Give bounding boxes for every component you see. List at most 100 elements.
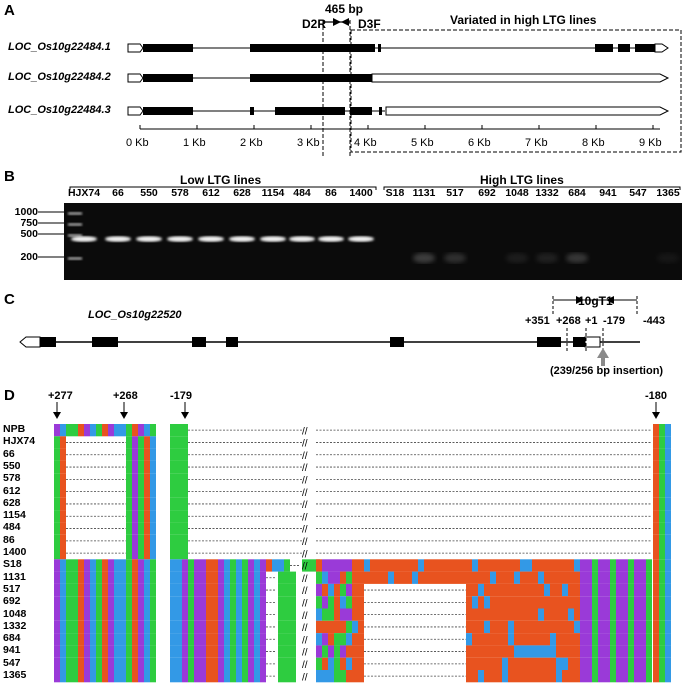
nucleotide-cell (170, 424, 176, 437)
nucleotide-cell (120, 620, 126, 634)
nucleotide-cell (242, 596, 248, 609)
nucleotide-cell (610, 571, 616, 584)
nucleotide-cell (206, 657, 212, 670)
nucleotide-cell (508, 620, 514, 634)
nucleotide-cell (316, 657, 322, 670)
nucleotide-cell (490, 670, 496, 683)
nucleotide-cell (60, 448, 66, 461)
nucleotide-cell (176, 424, 182, 437)
nucleotide-cell (170, 657, 176, 670)
nucleotide-cell (96, 424, 102, 437)
nucleotide-cell (66, 608, 72, 621)
nucleotide-cell (138, 424, 144, 437)
nucleotide-cell (334, 596, 340, 609)
alignment-row-name: 941 (3, 644, 21, 657)
nucleotide-cell (665, 424, 671, 437)
alignment-row-name: 1400 (3, 546, 27, 558)
nucleotide-cell (400, 559, 406, 572)
nucleotide-cell (138, 645, 144, 658)
break-symbol: // (302, 500, 308, 511)
nucleotide-cell (90, 670, 96, 683)
nucleotide-cell (346, 620, 352, 634)
nucleotide-cell (502, 620, 508, 634)
nucleotide-cell (376, 571, 382, 584)
nucleotide-cell (322, 657, 328, 670)
nucleotide-cell (659, 522, 665, 535)
nucleotide-cell (206, 559, 212, 572)
nucleotide-cell (254, 571, 260, 584)
nucleotide-cell (308, 559, 314, 572)
nucleotide-cell (170, 436, 176, 449)
nucleotide-cell (562, 645, 568, 658)
nucleotide-cell (230, 596, 236, 609)
nucleotide-cell (60, 559, 66, 572)
nucleotide-cell (659, 571, 665, 584)
break-symbol: // (302, 549, 308, 560)
scale-tick-5kb: 5 Kb (411, 137, 434, 149)
nucleotide-cell (646, 583, 652, 597)
primer-d2r-label: D2R (302, 17, 327, 31)
nucleotide-cell (496, 608, 502, 621)
nucleotide-cell (108, 571, 114, 584)
faint-band (506, 253, 528, 263)
nucleotide-cell (616, 657, 622, 670)
nucleotide-cell (206, 633, 212, 646)
nucleotide-cell (176, 436, 182, 449)
nucleotide-cell (478, 620, 484, 634)
break-symbol: // (302, 476, 308, 487)
nucleotide-cell (188, 608, 194, 621)
nucleotide-cell (200, 645, 206, 658)
insertion-arrow-icon (597, 348, 609, 366)
nucleotide-cell (532, 559, 538, 572)
nucleotide-cell (550, 633, 556, 646)
nucleotide-cell (334, 571, 340, 584)
alignment-row-name: 1365 (3, 669, 27, 681)
nucleotide-cell (665, 448, 671, 461)
nucleotide-cell (556, 645, 562, 658)
nucleotide-cell (224, 608, 230, 621)
nucleotide-cell (508, 559, 514, 572)
nucleotide-cell (659, 448, 665, 461)
nucleotide-cell (322, 559, 328, 572)
nucleotide-cell (72, 596, 78, 609)
nucleotide-cell (284, 670, 290, 683)
nucleotide-cell (254, 596, 260, 609)
nucleotide-cell (394, 571, 400, 584)
nucleotide-cell (484, 620, 490, 634)
alignment-row-name: HJX74 (3, 435, 36, 448)
nucleotide-cell (108, 670, 114, 683)
nucleotide-cell (532, 571, 538, 584)
nucleotide-cell (616, 645, 622, 658)
panel-b-letter: B (4, 168, 15, 185)
nucleotide-cell (212, 620, 218, 634)
nucleotide-cell (278, 670, 284, 683)
nucleotide-cell (254, 670, 260, 683)
nucleotide-cell (102, 633, 108, 646)
nucleotide-cell (550, 583, 556, 597)
nucleotide-cell (604, 583, 610, 597)
nucleotide-cell (66, 424, 72, 437)
nucleotide-cell (284, 608, 290, 621)
nucleotide-cell (322, 645, 328, 658)
nucleotide-cell (659, 473, 665, 486)
nucleotide-cell (466, 645, 472, 658)
nucleotide-cell (170, 460, 176, 474)
nucleotide-cell (328, 620, 334, 634)
nucleotide-cell (478, 583, 484, 597)
scale-tick-4kb: 4 Kb (354, 137, 377, 149)
nucleotide-cell (200, 620, 206, 634)
nucleotide-cell (490, 620, 496, 634)
nucleotide-cell (598, 633, 604, 646)
marker-minus180: -180 (645, 390, 668, 402)
nucleotide-cell (194, 620, 200, 634)
nucleotide-cell (604, 608, 610, 621)
alignment-row-name: NPB (3, 423, 26, 435)
nucleotide-cell (126, 534, 132, 547)
nucleotide-cell (248, 559, 254, 572)
nucleotide-cell (653, 571, 659, 584)
nucleotide-cell (520, 620, 526, 634)
nucleotide-cell (60, 620, 66, 634)
nucleotide-cell (634, 633, 640, 646)
nucleotide-cell (248, 670, 254, 683)
position-plus351: +351 (525, 315, 550, 327)
